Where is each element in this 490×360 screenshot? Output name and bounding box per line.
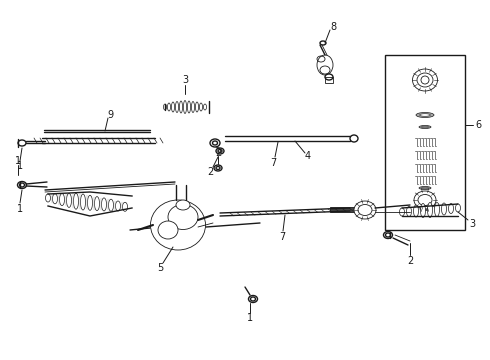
Text: 1: 1 xyxy=(17,204,23,214)
Ellipse shape xyxy=(414,205,418,217)
Ellipse shape xyxy=(52,194,57,204)
Ellipse shape xyxy=(448,203,454,213)
Text: 2: 2 xyxy=(215,148,221,158)
Ellipse shape xyxy=(214,165,222,171)
Ellipse shape xyxy=(74,193,78,209)
Bar xyxy=(385,55,465,230)
Ellipse shape xyxy=(150,200,205,250)
Ellipse shape xyxy=(421,187,429,189)
Ellipse shape xyxy=(320,41,326,45)
Ellipse shape xyxy=(427,202,433,217)
Ellipse shape xyxy=(88,195,93,210)
Ellipse shape xyxy=(176,200,190,210)
Ellipse shape xyxy=(46,194,50,202)
Ellipse shape xyxy=(164,104,167,110)
Ellipse shape xyxy=(248,296,258,302)
Text: 5: 5 xyxy=(157,263,163,273)
Ellipse shape xyxy=(420,197,430,199)
Text: 4: 4 xyxy=(305,151,311,161)
Text: 3: 3 xyxy=(182,75,188,85)
Ellipse shape xyxy=(172,102,174,112)
Ellipse shape xyxy=(203,104,206,110)
Text: 7: 7 xyxy=(279,232,285,242)
Ellipse shape xyxy=(188,101,191,113)
Ellipse shape xyxy=(435,202,440,216)
Text: 2: 2 xyxy=(207,167,213,177)
Ellipse shape xyxy=(420,207,430,211)
Bar xyxy=(330,207,358,212)
Ellipse shape xyxy=(354,201,376,219)
Text: 1: 1 xyxy=(17,161,23,171)
Ellipse shape xyxy=(179,101,182,113)
Ellipse shape xyxy=(158,221,178,239)
Ellipse shape xyxy=(95,197,99,211)
Ellipse shape xyxy=(421,126,429,128)
Text: 8: 8 xyxy=(330,22,336,32)
Text: 1: 1 xyxy=(247,313,253,323)
Ellipse shape xyxy=(399,208,405,216)
Ellipse shape xyxy=(216,148,224,154)
Ellipse shape xyxy=(407,207,412,216)
Ellipse shape xyxy=(168,103,171,111)
Ellipse shape xyxy=(421,76,429,84)
Ellipse shape xyxy=(196,102,198,112)
Ellipse shape xyxy=(416,113,434,117)
Text: 3: 3 xyxy=(469,219,475,229)
Ellipse shape xyxy=(413,69,438,91)
Ellipse shape xyxy=(20,183,25,187)
Ellipse shape xyxy=(419,126,431,129)
Ellipse shape xyxy=(101,198,106,211)
Ellipse shape xyxy=(18,181,26,189)
Ellipse shape xyxy=(419,114,430,116)
Ellipse shape xyxy=(122,202,127,211)
Ellipse shape xyxy=(175,102,178,113)
Ellipse shape xyxy=(419,186,431,189)
Ellipse shape xyxy=(183,100,187,113)
Ellipse shape xyxy=(325,74,333,80)
Ellipse shape xyxy=(456,204,461,212)
Ellipse shape xyxy=(414,191,436,209)
Ellipse shape xyxy=(441,203,446,215)
Ellipse shape xyxy=(420,203,425,217)
Text: 6: 6 xyxy=(475,120,481,130)
Bar xyxy=(325,77,333,83)
Ellipse shape xyxy=(199,103,202,111)
Ellipse shape xyxy=(59,194,65,206)
Ellipse shape xyxy=(210,139,220,147)
Ellipse shape xyxy=(358,204,372,216)
Ellipse shape xyxy=(67,193,72,207)
Ellipse shape xyxy=(417,195,433,201)
Ellipse shape xyxy=(168,204,198,230)
Ellipse shape xyxy=(418,194,432,206)
Ellipse shape xyxy=(108,199,114,211)
Text: 9: 9 xyxy=(107,110,113,120)
Ellipse shape xyxy=(417,73,433,87)
Ellipse shape xyxy=(116,201,121,211)
Text: 2: 2 xyxy=(407,256,413,266)
Ellipse shape xyxy=(384,231,392,239)
Ellipse shape xyxy=(80,194,85,210)
Text: 7: 7 xyxy=(270,158,276,168)
Ellipse shape xyxy=(422,208,428,210)
Ellipse shape xyxy=(192,102,195,113)
Ellipse shape xyxy=(350,135,358,142)
Text: 1: 1 xyxy=(15,156,21,166)
